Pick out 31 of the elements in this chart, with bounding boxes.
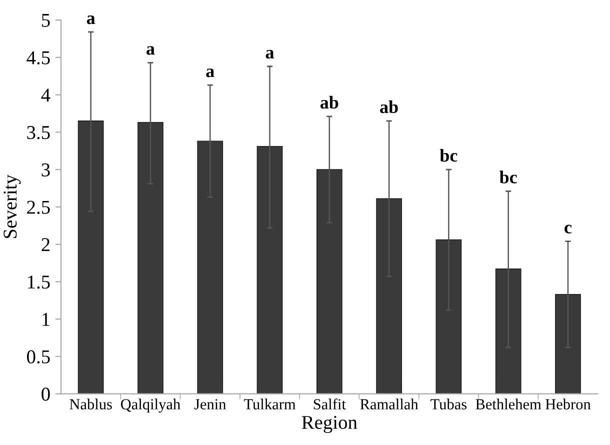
x-axis-title: Region [302, 416, 358, 433]
y-tick-label: 3 [42, 163, 50, 176]
y-tick-label: 4.5 [26, 51, 50, 64]
y-axis-title: Severity [4, 174, 21, 238]
x-tick-label: Salfit [314, 398, 346, 410]
y-tick-label: 2 [42, 238, 50, 252]
annotation: a [206, 68, 214, 78]
x-tick-label: Tulkarm [244, 398, 296, 410]
annotation: bc [440, 149, 458, 162]
y-tick-label: 2.5 [27, 200, 50, 214]
annotation: a [86, 16, 96, 24]
annotation: bc [500, 170, 517, 184]
y-tick-label: 1.5 [28, 276, 50, 289]
y-tick-label: 3.5 [27, 126, 50, 140]
y-tick-label: 5 [42, 14, 50, 27]
x-tick-label: Bethlehem [476, 398, 542, 410]
y-tick-label: 4 [41, 88, 50, 102]
x-tick-label: Ramallah [360, 398, 418, 410]
x-tick-label: Tubas [430, 398, 467, 410]
x-tick-label: Jenin [194, 399, 226, 410]
x-tick-label: Qalqilyah [120, 398, 180, 413]
annotation: a [266, 50, 274, 59]
annotation: a [146, 46, 155, 55]
x-tick-label: Nablus [70, 398, 112, 410]
x-tick-label: Hebron [546, 398, 591, 410]
y-tick-label: 1 [42, 312, 50, 326]
annotation: ab [320, 96, 338, 109]
annotation: ab [380, 100, 398, 114]
y-tick-label: 0.5 [27, 350, 50, 364]
annotation: c [564, 224, 572, 234]
y-tick-label: 0 [42, 388, 50, 401]
